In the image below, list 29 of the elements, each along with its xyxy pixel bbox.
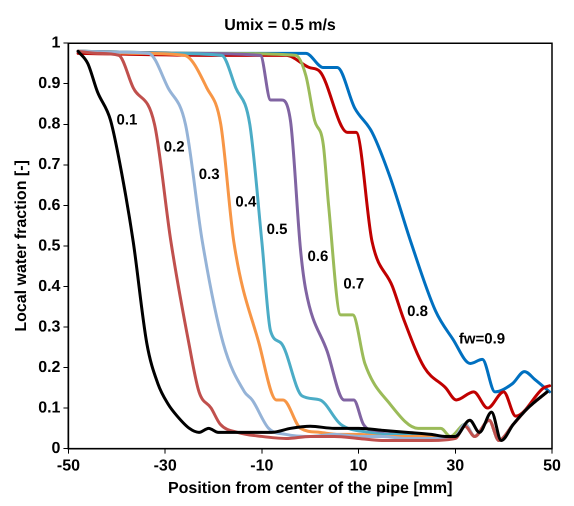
y-tick-label: 0.6 <box>38 196 61 214</box>
series-label: 0.3 <box>198 166 220 184</box>
series-label: 0.1 <box>116 111 138 128</box>
x-axis-title: Position from center of the pipe [mm] <box>168 480 452 497</box>
y-tick-label: 0.4 <box>38 278 61 295</box>
series-label: 0.4 <box>235 193 257 210</box>
y-tick-label: 0.1 <box>38 399 61 416</box>
y-axis-title: Local water fraction [-] <box>13 160 30 332</box>
x-tick-label: 30 <box>446 458 464 475</box>
y-tick-label: 1 <box>52 34 61 52</box>
y-tick-label: 0.7 <box>38 156 61 174</box>
series-label: 0.2 <box>164 138 185 156</box>
series-label: 0.7 <box>343 276 364 293</box>
x-tick-label: -50 <box>56 458 80 475</box>
series-label: 0.8 <box>407 302 428 320</box>
y-tick-label: 0.2 <box>38 358 61 376</box>
series-label: 0.5 <box>266 220 288 238</box>
series-label: 0.6 <box>307 248 328 266</box>
y-tick-label: 0.9 <box>38 75 61 92</box>
x-tick-label: 50 <box>543 458 561 475</box>
series-label: fw=0.9 <box>458 330 506 348</box>
y-tick-label: 0.8 <box>38 116 61 133</box>
y-tick-label: 0 <box>52 440 61 458</box>
x-tick-label: -30 <box>154 458 177 475</box>
x-tick-label: -10 <box>250 458 274 475</box>
x-tick-label: 10 <box>350 458 368 475</box>
y-tick-label: 0.5 <box>38 237 61 254</box>
chart-title: Umix = 0.5 m/s <box>224 17 336 34</box>
y-tick-label: 0.3 <box>38 318 61 336</box>
